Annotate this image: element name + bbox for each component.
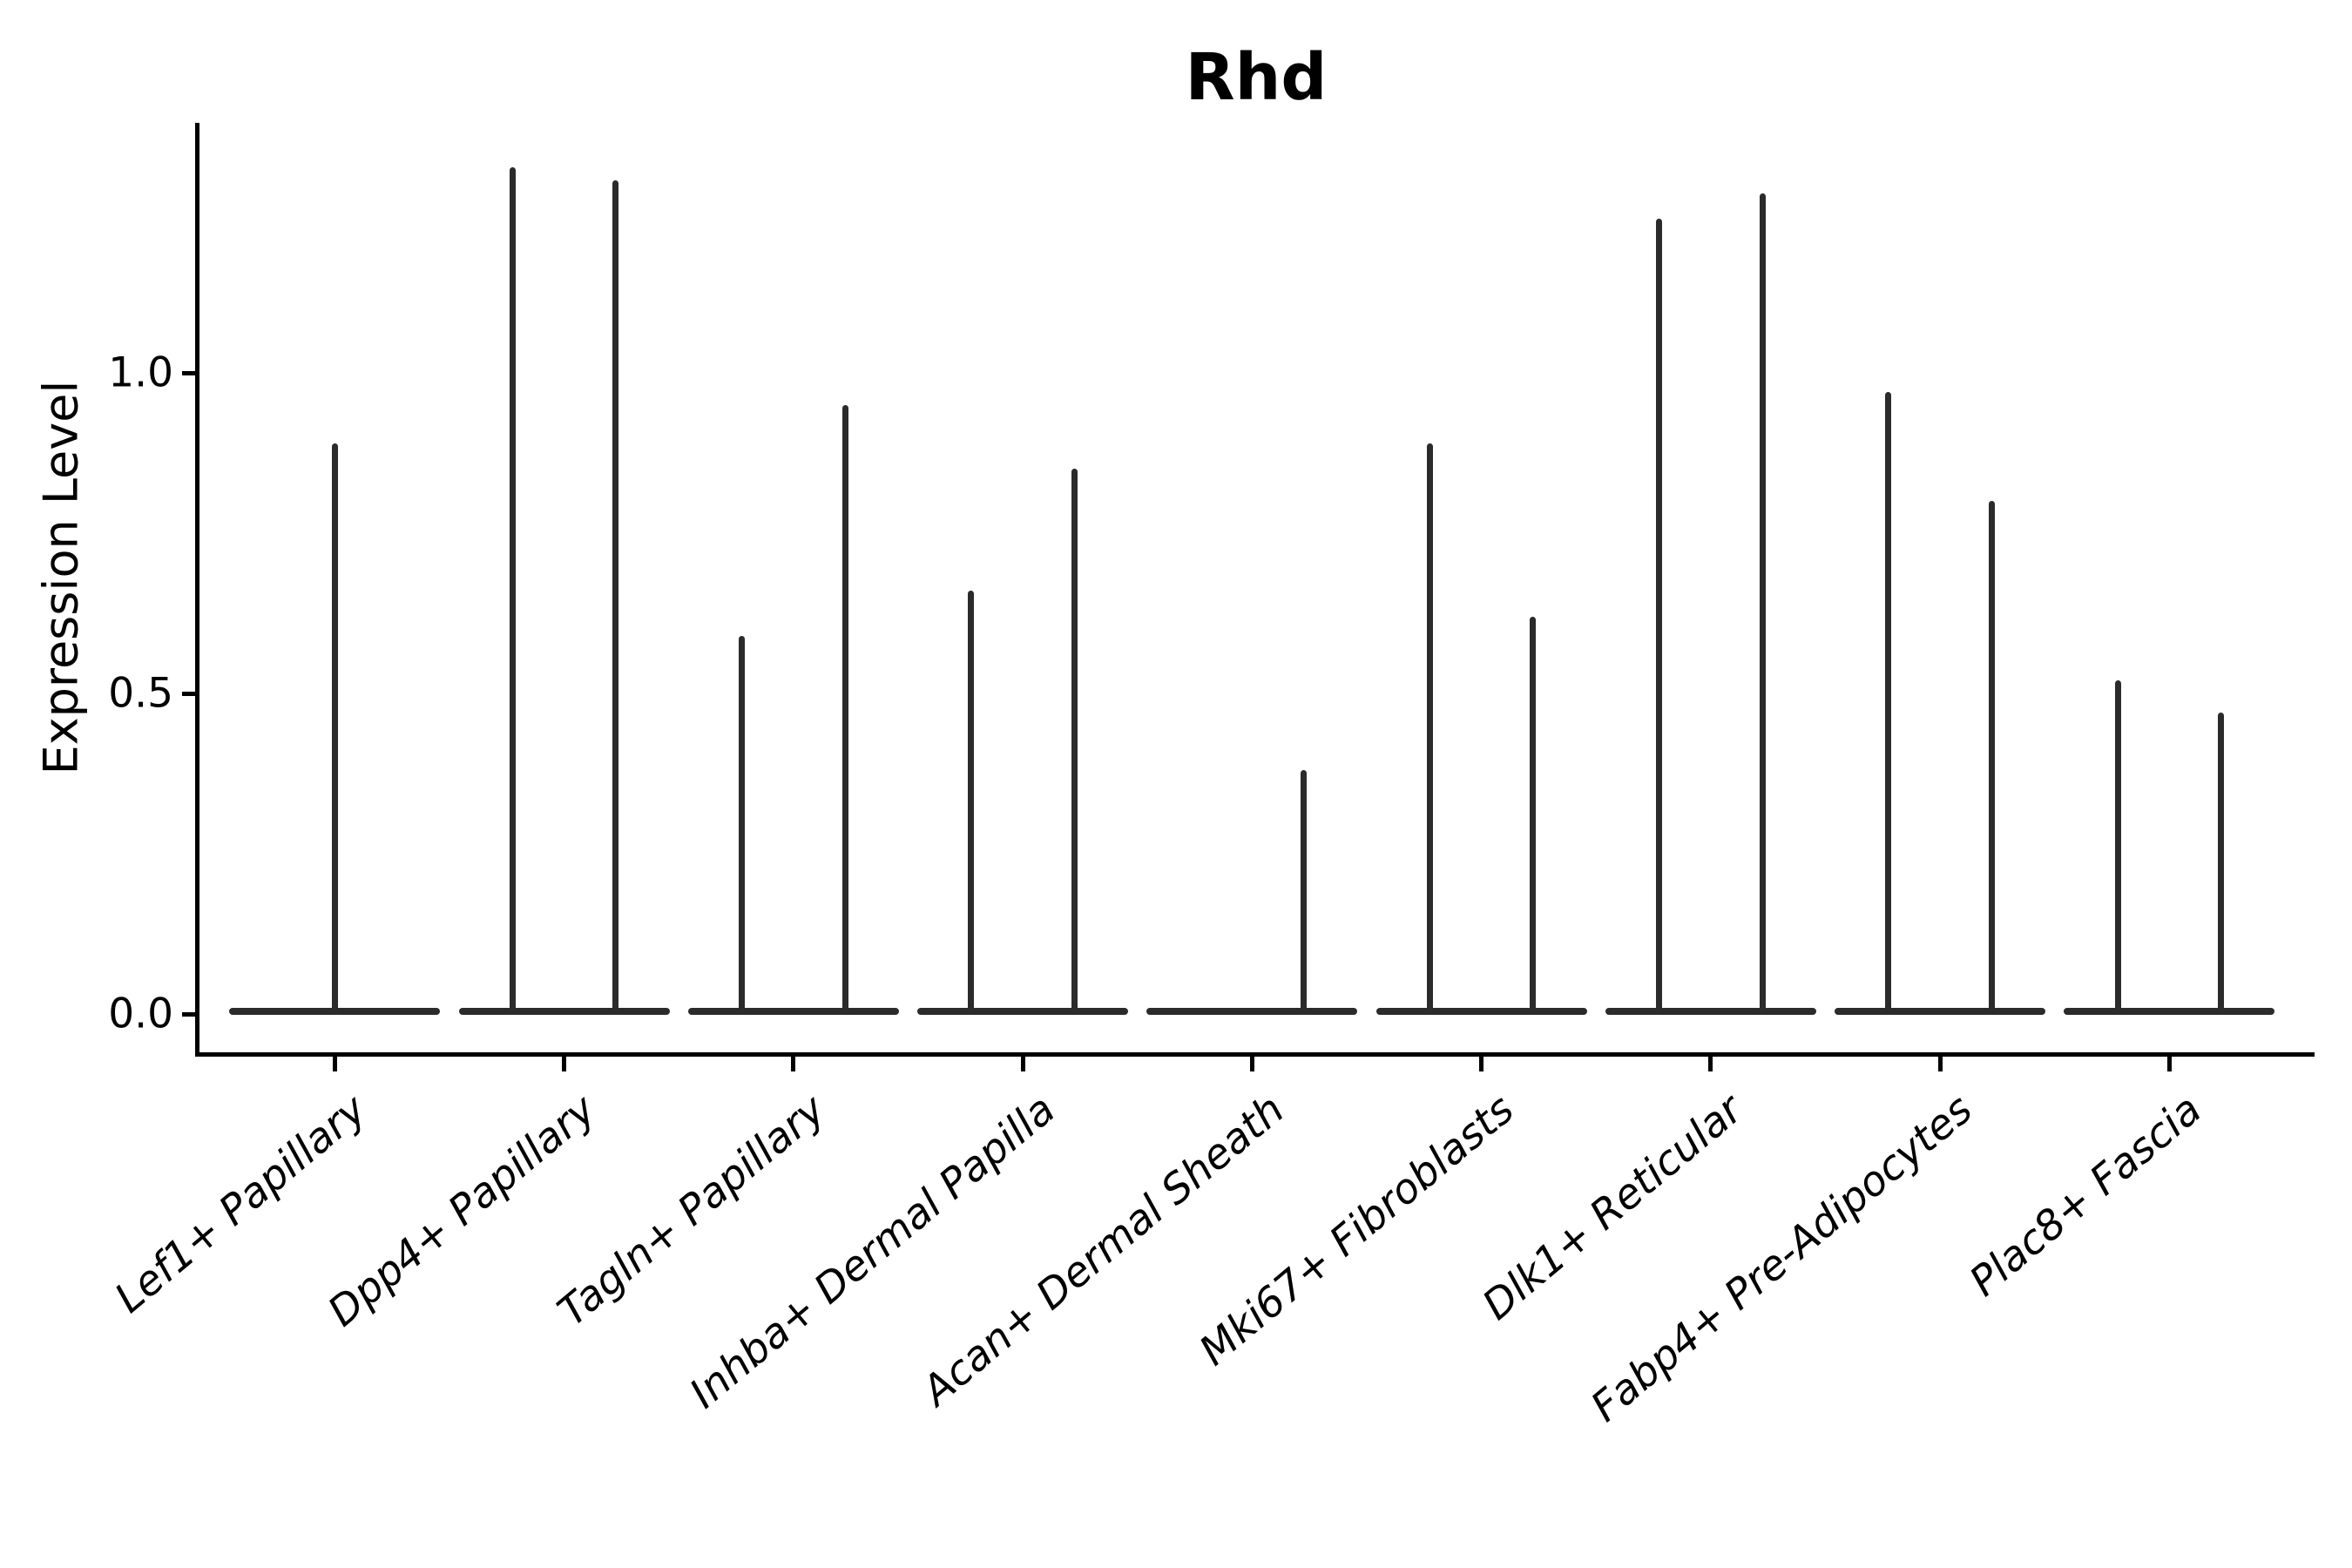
- violin-spike: [1656, 219, 1663, 1013]
- x-tick-mark: [1249, 1052, 1254, 1071]
- violin-base: [1146, 1008, 1358, 1015]
- x-axis-spine: [195, 1052, 2315, 1057]
- violin-spike: [1426, 443, 1433, 1013]
- violin-spike: [331, 443, 338, 1013]
- violin-base: [917, 1008, 1129, 1015]
- violin-spike: [1759, 193, 1766, 1013]
- y-axis-spine: [195, 123, 199, 1057]
- x-tick-label-plac8: Plac8+ Fascia: [1960, 1085, 2211, 1307]
- x-tick-mark: [791, 1052, 796, 1071]
- violin-spike: [1530, 616, 1537, 1013]
- violin-spike: [739, 635, 746, 1013]
- y-tick-mark: [182, 1011, 198, 1017]
- y-tick-label: 0.0: [108, 990, 173, 1038]
- x-tick-mark: [1937, 1052, 1943, 1071]
- plot-title: Rhd: [1185, 40, 1328, 115]
- violin-spike: [1885, 392, 1892, 1013]
- violin-spike: [2218, 713, 2224, 1013]
- violin-spike: [968, 591, 975, 1013]
- x-tick-mark: [332, 1052, 337, 1071]
- violin-spike: [1988, 501, 1995, 1013]
- x-tick-mark: [1479, 1052, 1484, 1071]
- violin-spike: [1071, 469, 1078, 1013]
- violin-base: [1375, 1008, 1587, 1015]
- x-tick-label-acan: Acan+ Dermal Sheath: [913, 1085, 1294, 1416]
- violin-spike: [612, 180, 619, 1013]
- violin-base: [458, 1008, 670, 1015]
- violin-base: [1835, 1008, 2046, 1015]
- y-tick-mark: [182, 691, 198, 696]
- y-tick-label: 1.0: [108, 348, 173, 397]
- violin-spike: [509, 167, 516, 1013]
- violin-base: [2064, 1008, 2275, 1015]
- x-tick-label-fabp4: Fabp4+ Pre-Adipocytes: [1581, 1085, 1982, 1432]
- violin-spike: [2114, 680, 2121, 1013]
- violin-base: [1605, 1008, 1816, 1015]
- violin-base: [687, 1008, 899, 1015]
- x-tick-mark: [1020, 1052, 1025, 1071]
- y-tick-label: 0.5: [108, 669, 173, 718]
- y-tick-mark: [182, 370, 198, 375]
- violin-spike: [1301, 770, 1307, 1013]
- x-tick-label-inhba: Inhba+ Dermal Papilla: [680, 1085, 1064, 1418]
- x-tick-mark: [2166, 1052, 2172, 1071]
- x-tick-mark: [562, 1052, 567, 1071]
- y-axis-label: Expression Level: [33, 380, 89, 775]
- violin-spike: [841, 404, 848, 1013]
- x-tick-mark: [1708, 1052, 1713, 1071]
